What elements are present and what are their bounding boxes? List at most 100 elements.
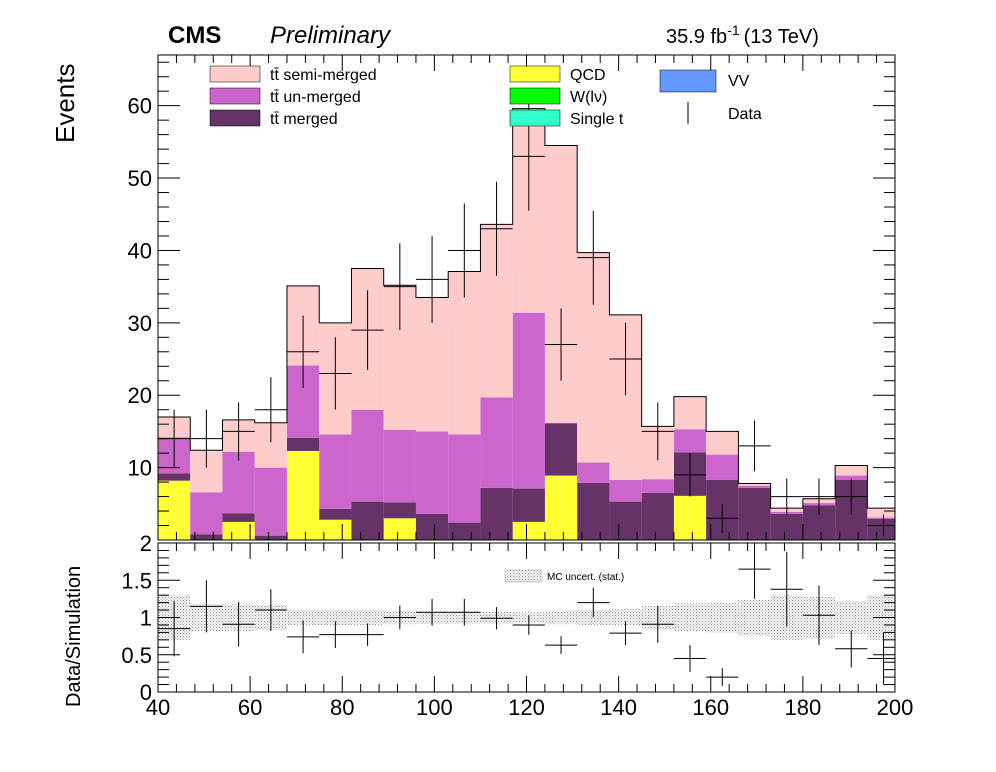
bar-0-11 <box>512 521 545 540</box>
bar-1-13 <box>577 482 610 540</box>
data-point-8 <box>415 235 449 323</box>
ratio-point-18 <box>738 543 771 599</box>
bar-1-1 <box>190 534 223 540</box>
bar-3-18 <box>738 483 771 486</box>
ratio-point-16 <box>673 645 707 672</box>
band-bin-6 <box>351 610 384 625</box>
main-ytick-4: 50 <box>128 166 152 191</box>
band-bin-14 <box>609 609 642 626</box>
bar-3-22 <box>867 508 895 518</box>
mc-uncert-label: MC uncert. (stat.) <box>547 572 624 583</box>
xtick-4: 120 <box>508 695 545 720</box>
ratio-point-22 <box>867 632 895 685</box>
bar-2-5 <box>319 434 352 509</box>
bar-3-9 <box>448 271 481 435</box>
bar-1-19 <box>770 513 803 540</box>
bar-3-21 <box>835 465 868 476</box>
bar-2-15 <box>641 479 674 493</box>
bar-0-7 <box>383 518 416 540</box>
xtick-3: 100 <box>416 695 453 720</box>
ratio-point-14 <box>609 621 642 646</box>
legend-label-2: tt̄ merged <box>270 111 338 128</box>
legend-entry-1: tt̄ un-merged <box>209 87 361 106</box>
bar-1-22 <box>867 519 895 540</box>
legend-label-0: tt̄ semi-merged <box>270 67 377 84</box>
bar-1-8 <box>415 513 449 540</box>
band-bin-18 <box>738 599 771 636</box>
data-point-12 <box>544 308 578 381</box>
bar-1-2 <box>222 513 255 522</box>
data-point-15 <box>641 402 674 461</box>
ratio-point-11 <box>512 615 545 635</box>
stack-outline <box>157 108 895 540</box>
bar-0-16 <box>673 495 707 540</box>
ratio-point-17 <box>706 668 739 687</box>
xtick-6: 160 <box>692 695 729 720</box>
bar-2-6 <box>351 409 384 502</box>
data-point-6 <box>351 290 384 370</box>
legend-label-3: QCD <box>570 67 606 84</box>
legend-label-6: VV <box>728 73 750 90</box>
data-point-20 <box>802 478 836 515</box>
bar-1-14 <box>609 501 642 540</box>
bar-3-17 <box>706 431 739 455</box>
legend-label-4: W(lν) <box>570 89 607 106</box>
ratio-point-5 <box>319 621 352 649</box>
main-axes: 10 20 30 40 50 60 <box>128 54 896 541</box>
ratio-point-10 <box>480 607 513 630</box>
legend: tt̄ semi-merged tt̄ un-merged tt̄ merged QC… <box>209 65 762 128</box>
bar-3-12 <box>544 145 578 423</box>
main-ylabel: Events <box>50 64 80 144</box>
ratio-ytick-2: 1 <box>140 606 152 631</box>
bar-2-18 <box>738 485 771 488</box>
ratio-point-20 <box>802 585 836 646</box>
bar-2-21 <box>835 475 868 480</box>
ratio-point-15 <box>641 605 674 643</box>
xtick-2: 80 <box>330 695 354 720</box>
status-label: Preliminary <box>270 22 392 49</box>
bar-2-17 <box>706 454 739 480</box>
ratio-point-12 <box>544 636 578 655</box>
bar-0-5 <box>319 519 352 540</box>
ratio-legend: MC uncert. (stat.) <box>504 569 624 583</box>
band-bin-4 <box>286 610 320 625</box>
bar-2-2 <box>222 451 255 514</box>
data-points <box>158 102 895 537</box>
bar-2-11 <box>512 312 545 489</box>
bar-1-3 <box>254 535 287 540</box>
bar-2-13 <box>577 462 610 483</box>
data-point-18 <box>738 420 771 472</box>
lumi-value: 35.9 fb <box>666 26 727 48</box>
data-point-9 <box>448 203 481 298</box>
band-bin-21 <box>835 601 868 634</box>
ratio-point-21 <box>835 630 868 668</box>
bar-1-0 <box>158 473 191 481</box>
legend-label-1: tt̄ un-merged <box>270 89 361 106</box>
mc-uncert-swatch <box>504 569 542 583</box>
ratio-point-8 <box>415 598 449 626</box>
ratio-axes: 0 0.5 1 1.5 2 40 60 80 100 120 140 160 180 200 <box>121 531 913 720</box>
band-bin-5 <box>319 610 352 625</box>
ratio-point-2 <box>222 601 255 647</box>
bar-2-9 <box>448 434 481 523</box>
ratio-point-7 <box>383 605 416 630</box>
ratio-point-9 <box>448 598 481 626</box>
ratio-points <box>158 543 895 687</box>
ratio-point-0 <box>158 601 191 657</box>
legend-entry-7: Data <box>687 102 762 124</box>
bar-0-2 <box>222 521 255 540</box>
lumi-label: 35.9 fb-1 (13 TeV) <box>666 22 819 48</box>
ratio-point-13 <box>577 587 610 618</box>
data-point-17 <box>706 503 739 533</box>
bar-2-1 <box>190 492 223 535</box>
data-point-13 <box>577 210 610 305</box>
experiment-label: CMS <box>168 22 221 49</box>
bar-2-12 <box>544 422 578 424</box>
ratio-point-3 <box>254 589 287 631</box>
bar-0-4 <box>286 450 320 540</box>
legend-entry-4: W(lν) <box>509 87 607 106</box>
data-point-19 <box>770 478 803 515</box>
bar-1-7 <box>383 502 416 519</box>
main-histogram <box>157 108 895 540</box>
